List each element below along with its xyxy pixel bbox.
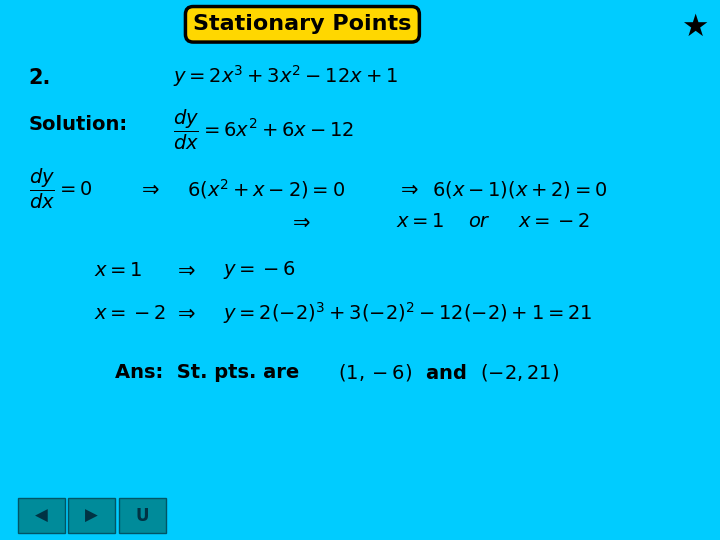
Text: 2.: 2. xyxy=(29,68,51,89)
Text: $\Rightarrow$: $\Rightarrow$ xyxy=(396,179,418,199)
Text: Solution:: Solution: xyxy=(29,114,128,134)
Text: $y = 2x^3 + 3x^2 - 12x + 1$: $y = 2x^3 + 3x^2 - 12x + 1$ xyxy=(173,63,397,89)
Text: $\dfrac{dy}{dx} = 6x^2 + 6x - 12$: $\dfrac{dy}{dx} = 6x^2 + 6x - 12$ xyxy=(173,107,354,152)
Text: $\Rightarrow$: $\Rightarrow$ xyxy=(173,260,195,280)
FancyBboxPatch shape xyxy=(119,498,166,534)
Text: Ans:  St. pts. are: Ans: St. pts. are xyxy=(115,363,300,382)
Text: $6(x^2 + x - 2) = 0$: $6(x^2 + x - 2) = 0$ xyxy=(187,177,345,201)
Text: ★: ★ xyxy=(681,12,708,42)
Text: $x = -2$: $x = -2$ xyxy=(94,303,166,323)
Text: $x = 1$: $x = 1$ xyxy=(396,212,445,231)
FancyBboxPatch shape xyxy=(18,498,65,534)
Text: U: U xyxy=(135,507,149,525)
Text: $x = -2$: $x = -2$ xyxy=(518,212,590,231)
Text: $\Rightarrow$: $\Rightarrow$ xyxy=(288,211,310,232)
Text: Stationary Points: Stationary Points xyxy=(193,14,412,35)
Text: $y = -6$: $y = -6$ xyxy=(223,259,296,281)
FancyBboxPatch shape xyxy=(68,498,115,534)
Text: $( 1, -6)$  and  $( -2, 21 )$: $( 1, -6)$ and $( -2, 21 )$ xyxy=(338,362,559,383)
Text: $\dfrac{dy}{dx} = 0$: $\dfrac{dy}{dx} = 0$ xyxy=(29,167,92,211)
Text: ▶: ▶ xyxy=(86,507,98,525)
Text: $6(x-1)(x+2) = 0$: $6(x-1)(x+2) = 0$ xyxy=(432,179,608,199)
Text: or: or xyxy=(468,212,488,231)
Text: ◀: ◀ xyxy=(35,507,48,525)
Text: $y = 2(-2)^3 + 3(-2)^2 - 12(-2) + 1 = 21$: $y = 2(-2)^3 + 3(-2)^2 - 12(-2) + 1 = 21… xyxy=(223,300,593,326)
Text: $\Rightarrow$: $\Rightarrow$ xyxy=(137,179,159,199)
Text: $\Rightarrow$: $\Rightarrow$ xyxy=(173,303,195,323)
Text: $x = 1$: $x = 1$ xyxy=(94,260,143,280)
